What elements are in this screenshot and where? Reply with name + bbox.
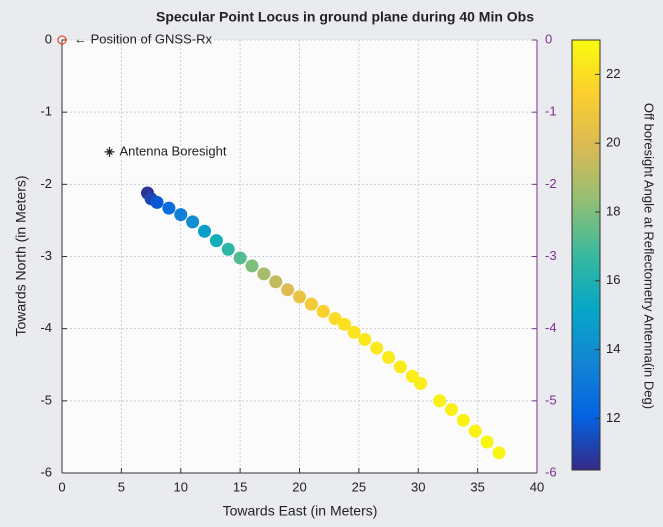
colorbar-tick-label: 12 — [606, 410, 620, 425]
y-axis-label: Towards North (in Meters) — [13, 175, 29, 336]
x-tick-label: 0 — [58, 479, 65, 494]
data-point — [304, 297, 318, 311]
colorbar — [571, 39, 601, 471]
x-tick-label: 5 — [118, 479, 125, 494]
data-point — [370, 341, 384, 355]
y2-tick-label: -6 — [545, 464, 557, 479]
data-point — [281, 283, 295, 297]
data-point — [293, 290, 306, 304]
y2-tick-label: -5 — [545, 392, 557, 407]
data-point — [221, 242, 235, 256]
y-tick-label: -4 — [40, 320, 52, 335]
data-point — [245, 259, 259, 273]
x-axis-label: Towards East (in Meters) — [223, 503, 378, 519]
annotation: Antenna Boresight — [120, 143, 227, 158]
x-tick-label: 10 — [174, 479, 188, 494]
data-point — [233, 251, 247, 265]
colorbar-label: Off boresight Angle at Reflectometry Ant… — [642, 103, 657, 409]
data-point — [492, 446, 506, 460]
x-tick-label: 30 — [411, 479, 425, 494]
x-tick-label: 25 — [352, 479, 366, 494]
y2-tick-label: -1 — [545, 104, 557, 119]
marker-stroke — [106, 148, 113, 156]
data-point — [338, 317, 352, 331]
data-point — [316, 304, 330, 318]
y-tick-label: -6 — [40, 464, 52, 479]
marker — [57, 35, 67, 45]
data-point — [480, 435, 494, 449]
marker — [104, 146, 115, 157]
y2-tick-label: -2 — [545, 176, 557, 191]
data-point — [269, 275, 283, 289]
x-tick-label: 35 — [470, 479, 484, 494]
data-point — [150, 195, 164, 209]
y-tick-label: 0 — [45, 31, 52, 46]
data-point — [186, 215, 200, 229]
colorbar-tick-label: 22 — [606, 66, 620, 81]
data-point — [468, 424, 482, 438]
y2-tick-label: 0 — [545, 31, 552, 46]
colorbar-tick-label: 16 — [606, 272, 620, 287]
colorbar-tick-label: 20 — [606, 135, 620, 150]
y-tick-label: -3 — [40, 248, 52, 263]
data-point — [433, 394, 447, 408]
x-tick-label: 40 — [530, 479, 544, 494]
data-point — [257, 267, 271, 281]
data-point — [393, 360, 407, 374]
data-point — [445, 402, 458, 416]
data-point — [456, 413, 470, 427]
data-point — [174, 208, 188, 222]
x-tick-label: 20 — [292, 479, 306, 494]
y-tick-label: -5 — [40, 392, 52, 407]
y-tick-label: -1 — [40, 104, 52, 119]
data-point — [382, 351, 396, 365]
y2-tick-label: -4 — [545, 320, 557, 335]
colorbar-tick-label: 14 — [606, 341, 620, 356]
colorbar-tick-label: 18 — [606, 203, 620, 218]
data-point — [198, 224, 211, 238]
data-point — [347, 325, 361, 339]
y-tick-label: -2 — [40, 176, 52, 191]
annotation: ← Position of GNSS-Rx — [74, 31, 212, 46]
data-point — [414, 377, 428, 391]
data-point — [162, 201, 176, 215]
chart-title: Specular Point Locus in ground plane dur… — [156, 9, 534, 25]
y2-tick-label: -3 — [545, 248, 557, 263]
data-point — [358, 332, 372, 346]
data-point — [328, 312, 342, 326]
x-tick-label: 15 — [233, 479, 247, 494]
data-point — [209, 234, 223, 248]
